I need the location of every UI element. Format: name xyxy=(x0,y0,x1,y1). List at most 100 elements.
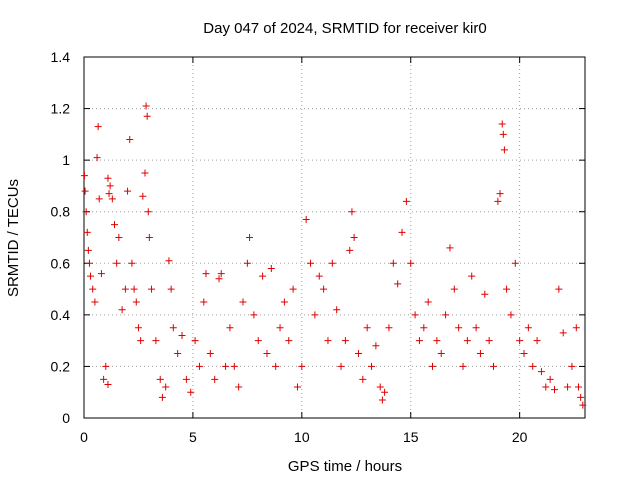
data-point xyxy=(516,337,524,345)
data-point xyxy=(152,337,160,345)
data-point xyxy=(128,259,136,267)
data-point xyxy=(215,275,223,283)
data-point xyxy=(341,337,349,345)
data-point xyxy=(455,324,463,332)
data-point xyxy=(555,285,563,293)
data-point xyxy=(476,350,484,358)
data-point xyxy=(108,195,116,203)
data-point xyxy=(389,259,397,267)
data-point xyxy=(498,120,506,128)
data-point xyxy=(104,380,112,388)
data-point xyxy=(289,285,297,293)
data-point xyxy=(315,272,323,280)
data-point xyxy=(167,285,175,293)
data-point xyxy=(533,337,541,345)
axis-tick-labels: 0 5 10 15 20 0 0.2 0.4 0.6 0.8 1 1.2 1.4 xyxy=(51,49,528,445)
y-tick-label: 1.2 xyxy=(51,101,71,117)
y-axis-label: SRMTID / TECUs xyxy=(5,179,22,297)
data-point xyxy=(106,182,114,190)
data-point xyxy=(363,324,371,332)
data-point xyxy=(324,337,332,345)
data-point xyxy=(102,362,110,370)
data-point xyxy=(368,362,376,370)
data-point xyxy=(459,362,467,370)
data-point xyxy=(285,337,293,345)
data-point xyxy=(105,190,113,198)
data-point xyxy=(378,396,386,404)
data-point xyxy=(211,375,219,383)
data-point xyxy=(420,324,428,332)
data-point xyxy=(437,350,445,358)
data-point xyxy=(178,331,186,339)
data-point xyxy=(91,298,99,306)
x-tick-label: 0 xyxy=(80,429,88,445)
y-tick-label: 0.4 xyxy=(51,307,71,323)
data-point xyxy=(385,324,393,332)
data-point xyxy=(139,192,147,200)
data-point xyxy=(143,112,151,120)
data-point xyxy=(293,383,301,391)
data-point xyxy=(115,234,123,241)
data-point xyxy=(302,215,310,223)
data-point xyxy=(162,383,170,391)
data-point xyxy=(442,311,450,319)
data-point xyxy=(243,259,251,267)
data-point xyxy=(158,393,166,401)
data-point xyxy=(222,362,230,370)
data-point xyxy=(195,362,203,370)
data-point xyxy=(246,234,254,241)
y-tick-label: 1.4 xyxy=(51,49,71,65)
data-point xyxy=(145,234,153,241)
y-tick-label: 0 xyxy=(62,410,70,426)
data-point xyxy=(272,362,280,370)
data-point xyxy=(169,324,177,332)
data-point xyxy=(226,324,234,332)
data-point xyxy=(94,123,102,131)
chart-title: Day 047 of 2024, SRMTID for receiver kir… xyxy=(203,20,486,37)
data-point xyxy=(95,195,103,203)
data-point xyxy=(187,388,195,396)
data-point xyxy=(156,375,164,383)
data-points xyxy=(80,102,587,409)
data-point xyxy=(259,272,267,280)
data-point xyxy=(333,306,341,314)
data-point xyxy=(468,272,476,280)
data-point xyxy=(359,375,367,383)
data-point xyxy=(200,298,208,306)
data-point xyxy=(507,311,515,319)
axis-ticks xyxy=(83,56,585,419)
data-point xyxy=(230,362,238,370)
data-point xyxy=(337,362,345,370)
y-tick-label: 0.6 xyxy=(51,255,71,271)
data-point xyxy=(121,285,129,293)
data-point xyxy=(354,350,362,358)
data-point xyxy=(348,208,356,216)
data-point xyxy=(446,244,454,252)
data-point xyxy=(394,280,402,288)
data-point xyxy=(87,272,95,280)
data-point xyxy=(93,154,101,162)
data-point xyxy=(263,350,271,358)
data-point xyxy=(564,383,572,391)
x-tick-label: 15 xyxy=(403,429,419,445)
data-point xyxy=(100,375,108,383)
data-point xyxy=(496,190,504,198)
data-point xyxy=(267,264,275,272)
data-point xyxy=(148,285,156,293)
data-point xyxy=(298,362,306,370)
data-point xyxy=(165,257,173,265)
data-point xyxy=(235,383,243,391)
y-tick-label: 0.8 xyxy=(51,204,71,220)
data-point xyxy=(500,146,508,154)
data-point xyxy=(376,383,384,391)
data-point xyxy=(572,324,580,332)
data-point xyxy=(346,246,354,254)
data-point xyxy=(202,270,210,278)
data-point xyxy=(137,337,145,345)
data-point xyxy=(499,130,507,138)
data-point xyxy=(97,270,105,278)
data-point xyxy=(307,259,315,267)
y-tick-label: 0.2 xyxy=(51,358,71,374)
data-point xyxy=(85,259,93,267)
